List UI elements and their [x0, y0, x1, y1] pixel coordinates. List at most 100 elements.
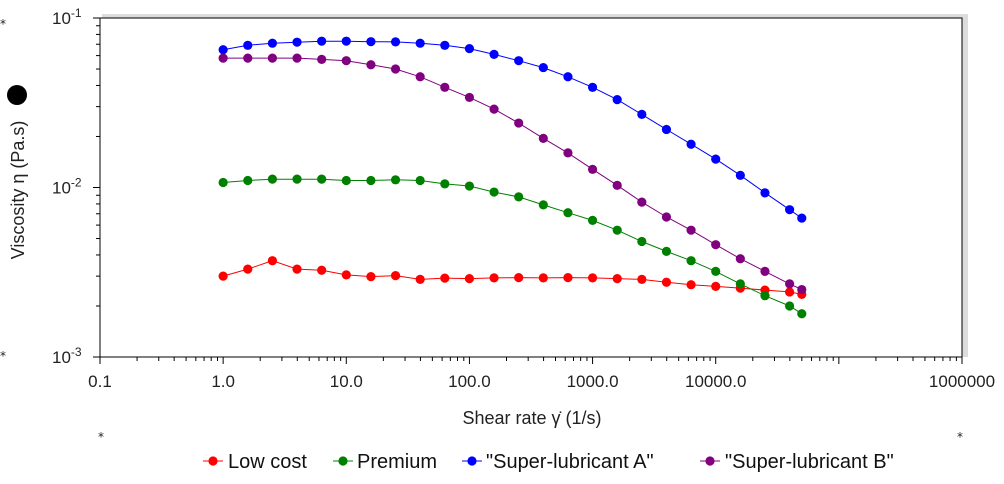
data-point: [637, 236, 647, 247]
data-point: [711, 281, 721, 291]
data-point: [563, 208, 573, 218]
data-point: [711, 154, 721, 164]
legend-label: Premium: [357, 451, 437, 473]
legend-marker: [467, 456, 477, 466]
data-point: [637, 274, 647, 284]
legend-item: Low cost: [203, 451, 307, 473]
data-point: [612, 225, 622, 235]
data-point: [267, 38, 278, 48]
plot-area: [99, 17, 963, 358]
data-point: [415, 38, 425, 48]
data-point: [267, 256, 278, 266]
data-point: [218, 45, 228, 55]
data-point: [317, 54, 327, 64]
data-point: [267, 174, 278, 184]
data-point: [366, 60, 376, 70]
legend-label: Low cost: [228, 451, 307, 473]
data-point: [711, 266, 721, 276]
data-point: [366, 37, 376, 47]
data-point: [489, 49, 499, 59]
legend-item: Premium: [333, 451, 437, 473]
data-point: [415, 72, 425, 82]
data-point: [587, 215, 598, 225]
legend-marker: [338, 456, 348, 466]
data-point: [784, 301, 795, 311]
corner-mark: *: [0, 349, 6, 363]
data-point: [440, 273, 450, 283]
data-point: [661, 212, 672, 222]
axis-ticks: [93, 17, 963, 364]
data-point: [514, 118, 524, 128]
series-layer: [218, 36, 807, 319]
data-point: [292, 174, 302, 184]
corner-mark: *: [957, 430, 963, 444]
data-point: [612, 95, 622, 105]
data-point: [341, 56, 351, 66]
y-tick-labels: 10-1 10-2 10-3: [52, 6, 82, 367]
data-point: [243, 40, 253, 50]
data-point: [797, 213, 807, 223]
data-point: [661, 124, 672, 135]
data-point: [390, 271, 401, 281]
data-point: [292, 37, 302, 47]
data-point: [464, 274, 475, 284]
legend: Low cost Premium "Super-lubricant A" "Super…: [203, 451, 894, 473]
legend-item: "Super-lubricant B": [700, 451, 894, 473]
legend-label: "Super-lubricant A": [486, 451, 654, 473]
data-point: [267, 53, 278, 63]
data-point: [514, 192, 524, 202]
data-point: [784, 287, 795, 297]
legend-marker: [705, 456, 715, 466]
data-point: [292, 264, 302, 274]
data-point: [637, 197, 647, 207]
y-tick-label: 10-2: [52, 176, 82, 198]
data-point: [538, 273, 548, 283]
data-point: [317, 174, 327, 184]
x-tick-label: 1.0: [211, 372, 235, 391]
data-point: [661, 246, 672, 256]
x-axis-title: Shear rate γ̇ (1/s): [462, 408, 601, 428]
data-point: [341, 175, 351, 186]
data-point: [661, 277, 672, 287]
data-point: [514, 56, 524, 66]
data-point: [538, 62, 548, 73]
data-point: [341, 36, 351, 46]
data-point: [415, 274, 425, 284]
series-2: [218, 36, 807, 223]
data-point: [218, 271, 228, 281]
data-point: [612, 274, 622, 284]
data-point: [587, 273, 598, 283]
x-tick-label: 1000.0: [567, 372, 619, 391]
data-point: [735, 279, 745, 289]
data-point: [686, 139, 696, 149]
data-point: [489, 104, 499, 114]
x-tick-labels: 0.1 1.0 10.0 100.0 1000.0 10000.0 1000000: [88, 372, 995, 391]
data-point: [218, 53, 228, 63]
x-tick-label: 100.0: [448, 372, 491, 391]
data-point: [464, 43, 475, 54]
y-axis-title: Viscosity η (Pa.s): [8, 121, 28, 260]
data-point: [440, 82, 450, 92]
data-point: [390, 175, 401, 185]
data-point: [686, 280, 696, 290]
data-point: [366, 272, 376, 282]
data-point: [390, 64, 401, 74]
data-point: [797, 309, 807, 319]
data-point: [218, 177, 228, 188]
data-point: [563, 148, 573, 158]
data-point: [587, 82, 598, 92]
y-tick-label: 10-1: [52, 6, 82, 28]
data-point: [243, 264, 253, 274]
data-point: [784, 279, 795, 289]
data-point: [464, 92, 475, 103]
corner-mark: *: [98, 430, 104, 444]
series-1: [218, 174, 807, 319]
data-point: [538, 200, 548, 210]
data-point: [735, 170, 745, 180]
data-point: [735, 254, 745, 264]
data-point: [760, 266, 770, 276]
data-point: [514, 273, 524, 283]
data-point: [711, 240, 721, 250]
y-tick-label: 10-3: [52, 345, 82, 367]
